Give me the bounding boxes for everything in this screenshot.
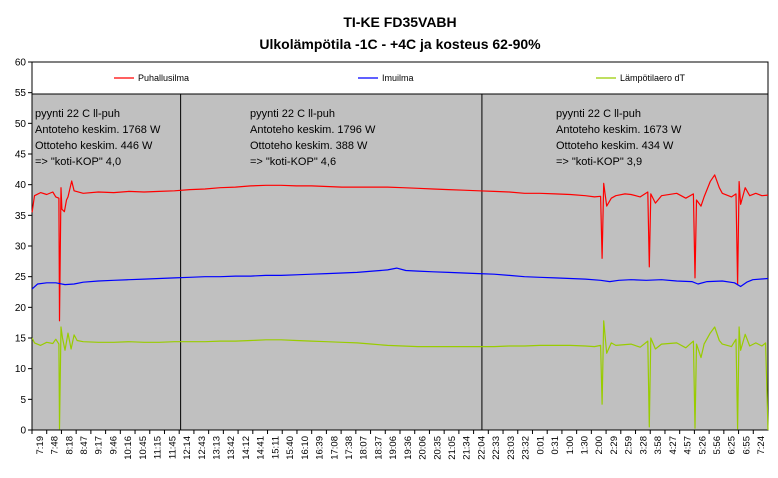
y-tick-label: 15 [15, 334, 27, 345]
x-tick-label: 11:45 [167, 436, 178, 459]
x-tick-label: 18:37 [373, 436, 384, 460]
x-tick-label: 20:35 [432, 436, 443, 460]
annotation-line: => "koti-KOP" 4,0 [35, 156, 121, 168]
annotation-line: Antoteho keskim. 1796 W [250, 124, 376, 136]
annotation-line: Ottoteho keskim. 388 W [250, 140, 368, 152]
x-tick-label: 2:29 [609, 436, 620, 455]
annotation-line: Antoteho keskim. 1673 W [556, 124, 682, 136]
x-tick-label: 14:41 [256, 436, 267, 460]
x-tick-label: 22:33 [491, 436, 502, 460]
annotation-line: => "koti-KOP" 3,9 [556, 156, 642, 168]
x-tick-label: 8:18 [64, 436, 75, 455]
x-tick-label: 17:38 [344, 436, 355, 460]
series-line-2 [31, 267, 769, 290]
x-axis: 7:19 7:48 8:18 8:47 9:17 9:46 10:16 10:45 11:15 1… [31, 430, 767, 460]
x-tick-label: 3:58 [653, 436, 664, 455]
series-line-1 [31, 174, 769, 322]
x-tick-label: 21:05 [447, 436, 458, 460]
annotations: pyynti 22 C ll-puh Antoteho keskim. 1768 … [35, 108, 682, 168]
x-tick-label: 12:14 [182, 436, 193, 460]
y-tick-label: 30 [15, 242, 27, 253]
annotation-line: Ottoteho keskim. 434 W [556, 140, 674, 152]
x-tick-label: 0:01 [535, 436, 546, 455]
x-tick-label: 7:48 [50, 436, 61, 455]
y-tick-label: 55 [15, 88, 27, 99]
annotation-line: Ottoteho keskim. 446 W [35, 140, 153, 152]
annotation-line: => "koti-KOP" 4,6 [250, 156, 336, 168]
legend-items: Puhallusilma Imuilma Lämpötilaero dT [114, 73, 686, 83]
legend-label: Lämpötilaero dT [620, 73, 686, 83]
x-tick-label: 5:56 [712, 436, 723, 455]
x-tick-label: 13:13 [212, 436, 223, 460]
x-tick-label: 10:16 [123, 436, 134, 460]
x-tick-label: 15:40 [285, 436, 296, 460]
x-tick-label: 15:11 [270, 436, 281, 459]
annotation-line: pyynti 22 C ll-puh [556, 108, 641, 120]
x-tick-label: 19:06 [388, 436, 399, 460]
x-tick-label: 18:07 [359, 436, 370, 460]
x-tick-label: 14:12 [241, 436, 252, 460]
y-tick-label: 20 [15, 303, 27, 314]
y-tick-label: 45 [15, 150, 27, 161]
x-tick-label: 19:36 [403, 436, 414, 460]
y-tick-label: 10 [15, 364, 27, 375]
x-tick-label: 16:10 [300, 436, 311, 460]
chart-subtitle: Ulkolämpötila -1C - +4C ja kosteus 62-90… [259, 36, 541, 52]
x-tick-label: 2:59 [624, 436, 635, 455]
x-tick-label: 0:31 [550, 436, 561, 455]
x-tick-label: 13:42 [226, 436, 237, 460]
x-tick-label: 20:06 [418, 436, 429, 460]
annotation-line: Antoteho keskim. 1768 W [35, 124, 161, 136]
x-tick-label: 6:55 [741, 436, 752, 455]
x-tick-label: 11:15 [153, 436, 164, 459]
annotation-line: pyynti 22 C ll-puh [250, 108, 335, 120]
x-tick-label: 16:39 [315, 436, 326, 460]
x-tick-label: 8:47 [79, 436, 90, 455]
y-tick-label: 50 [15, 119, 27, 130]
series-layer [31, 174, 769, 431]
series-line-3 [31, 320, 769, 431]
x-tick-label: 4:57 [683, 436, 694, 455]
x-tick-label: 7:19 [35, 436, 46, 455]
y-axis: 0 5 10 15 20 25 30 35 40 45 50 55 60 [15, 58, 32, 437]
y-tick-label: 5 [20, 395, 26, 406]
y-tick-label: 35 [15, 211, 27, 222]
y-tick-label: 25 [15, 272, 27, 283]
chart-title: TI-KE FD35VABH [343, 14, 456, 30]
x-tick-label: 23:32 [521, 436, 532, 460]
x-tick-label: 17:08 [329, 436, 340, 460]
x-tick-label: 7:24 [756, 436, 767, 455]
x-tick-label: 6:25 [727, 436, 738, 455]
y-tick-label: 40 [15, 180, 27, 191]
x-tick-label: 10:45 [138, 436, 149, 460]
legend [31, 61, 769, 95]
legend-label: Imuilma [382, 73, 414, 83]
x-tick-label: 9:17 [94, 436, 105, 455]
annotation-line: pyynti 22 C ll-puh [35, 108, 120, 120]
plot-area [31, 61, 769, 431]
legend-label: Puhallusilma [138, 73, 189, 83]
x-tick-label: 22:04 [476, 436, 487, 460]
x-tick-label: 9:46 [108, 436, 119, 455]
section-separators [180, 94, 483, 430]
x-tick-label: 23:03 [506, 436, 517, 460]
x-tick-label: 4:27 [668, 436, 679, 455]
x-tick-label: 12:43 [197, 436, 208, 460]
x-tick-label: 5:26 [697, 436, 708, 455]
x-tick-label: 1:30 [580, 436, 591, 455]
x-tick-label: 21:34 [462, 436, 473, 460]
y-tick-label: 0 [20, 426, 26, 437]
x-tick-label: 2:00 [594, 436, 605, 455]
x-tick-label: 3:28 [638, 436, 649, 455]
x-tick-label: 1:00 [565, 436, 576, 455]
y-tick-label: 60 [15, 58, 27, 69]
